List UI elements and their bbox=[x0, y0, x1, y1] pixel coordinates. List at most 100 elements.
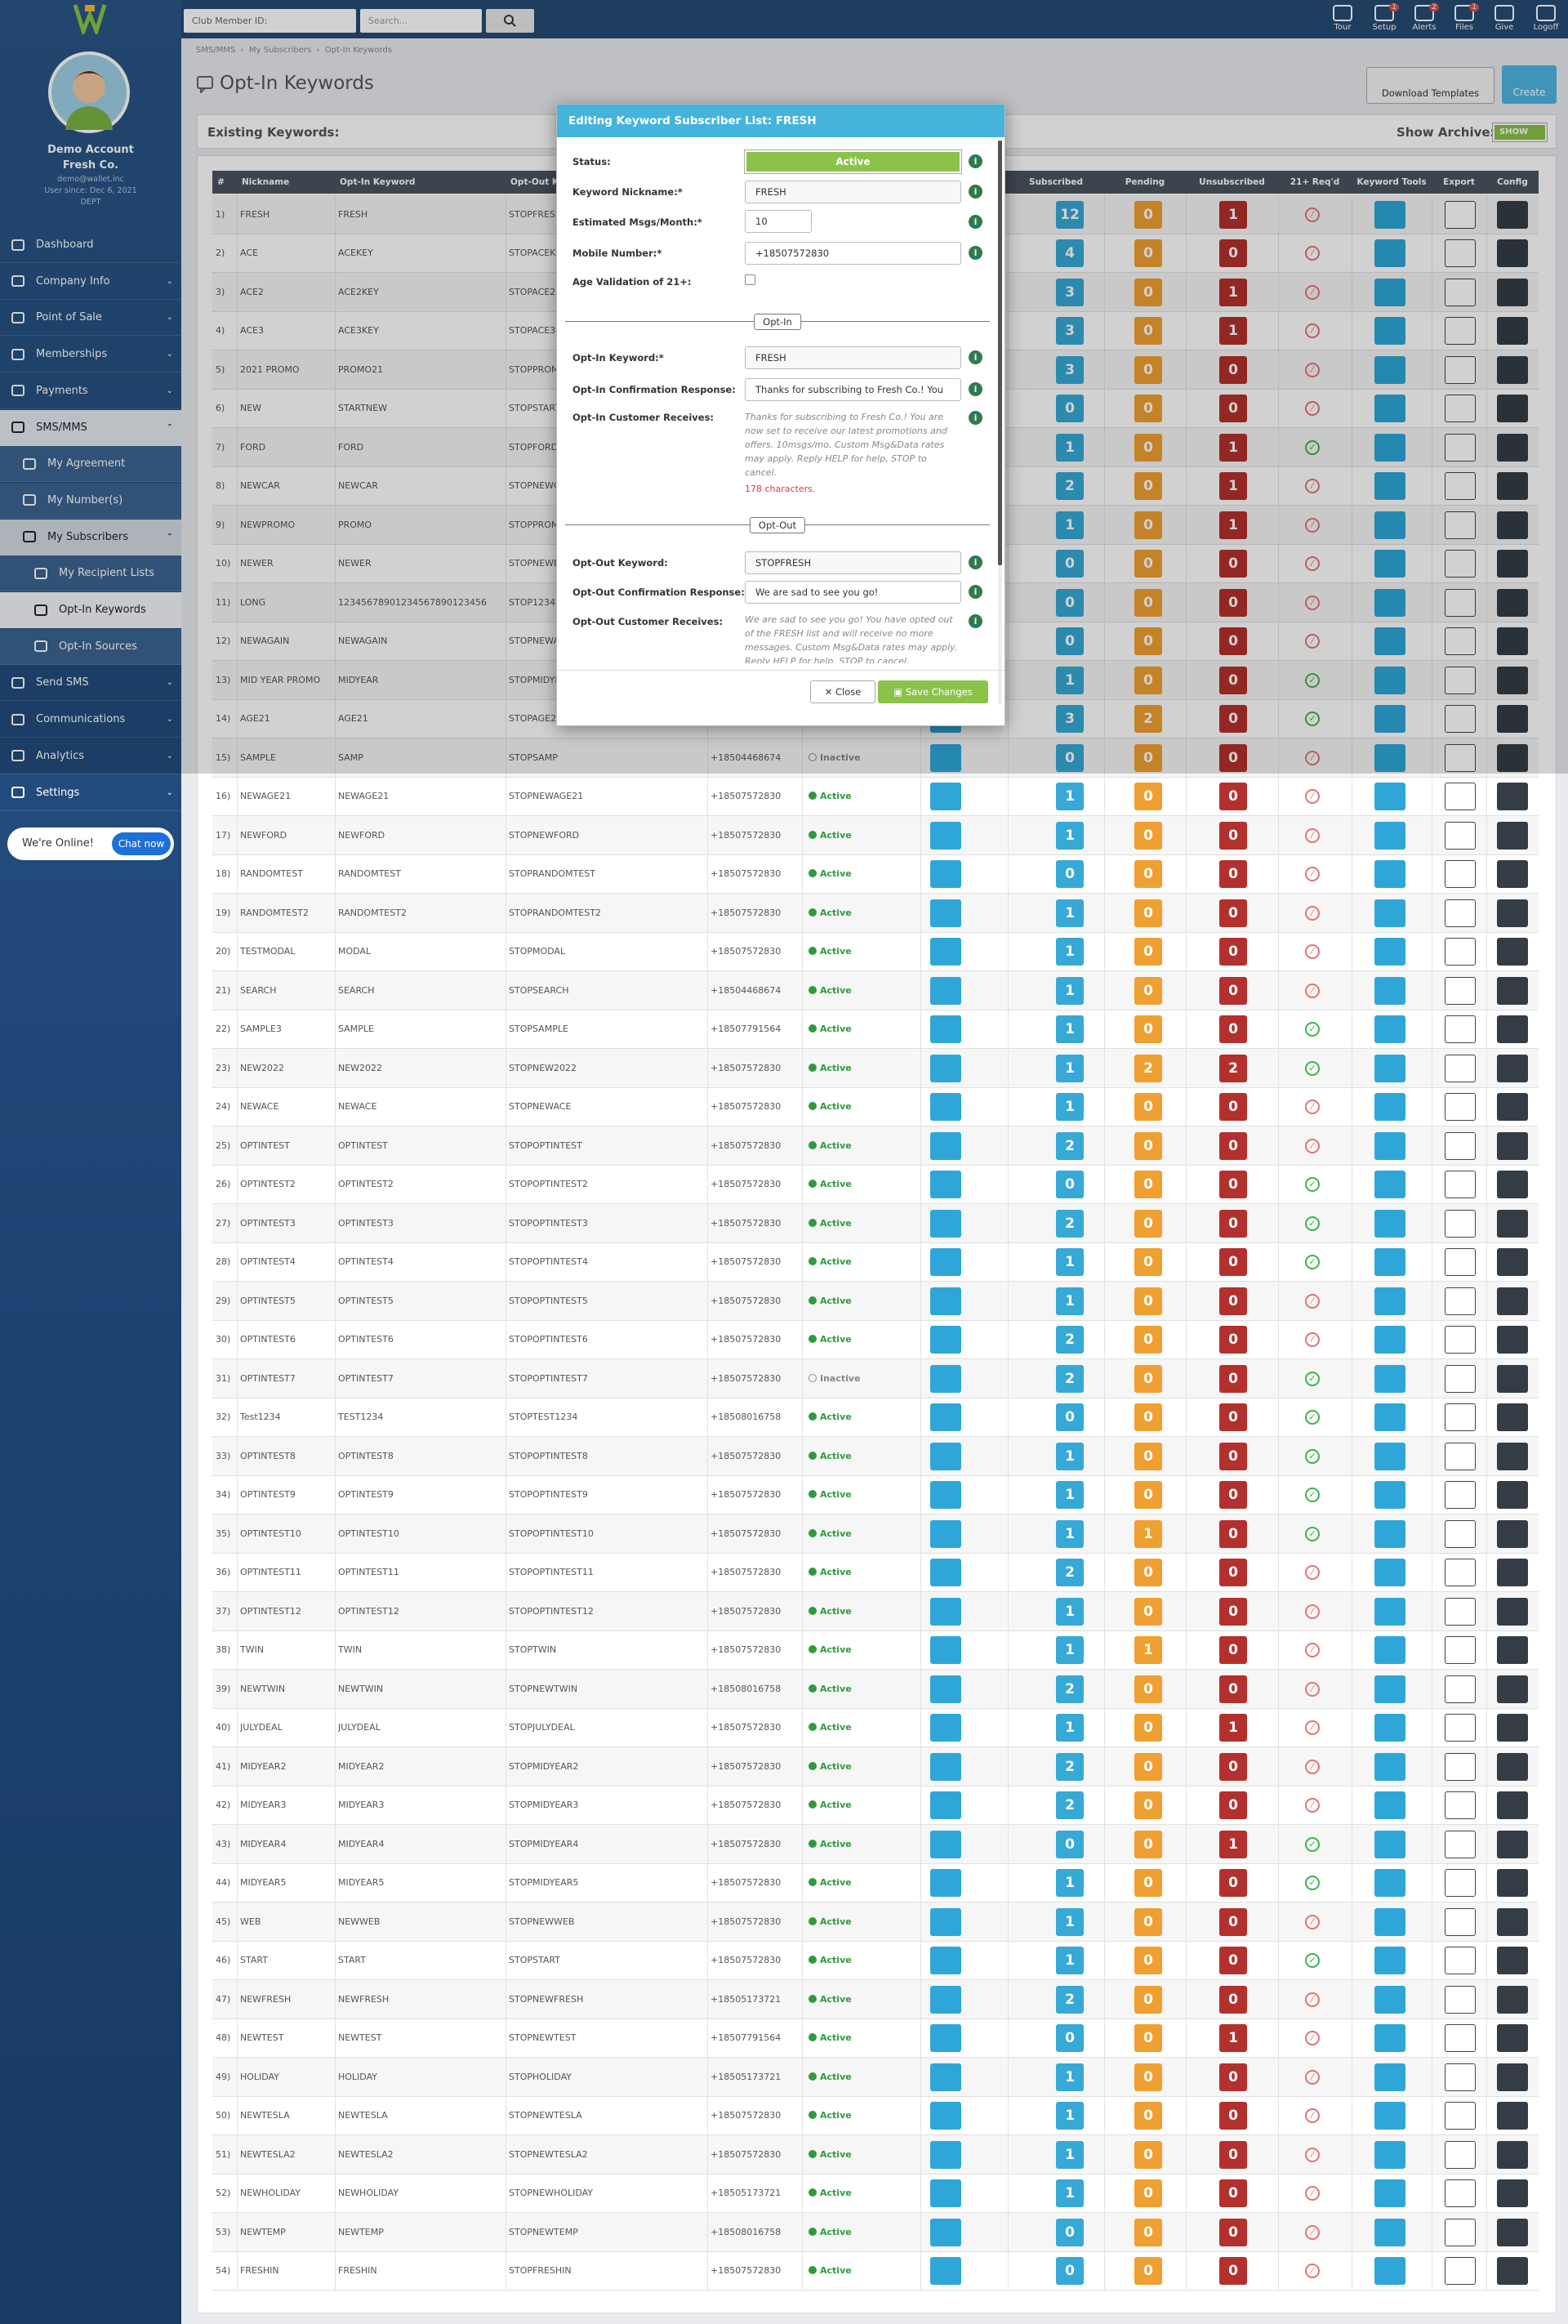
subscribed-count[interactable]: 3 bbox=[1056, 355, 1084, 384]
subscribed-count[interactable]: 1 bbox=[1056, 2140, 1084, 2169]
nav-item[interactable]: My Subscribers ⌃ bbox=[0, 519, 181, 555]
pending-count[interactable]: 0 bbox=[1134, 1481, 1162, 1510]
info-icon[interactable]: i bbox=[969, 411, 982, 425]
config-button[interactable] bbox=[1497, 395, 1528, 423]
unsubscribed-count[interactable]: 0 bbox=[1219, 1287, 1247, 1315]
export-button[interactable] bbox=[1445, 317, 1476, 346]
pending-count[interactable]: 0 bbox=[1134, 1947, 1162, 1975]
toolbar-button[interactable]: Files 1 bbox=[1446, 3, 1482, 32]
subscribed-count[interactable]: 1 bbox=[1056, 1869, 1084, 1898]
config-button[interactable] bbox=[1497, 588, 1528, 617]
pending-count[interactable]: 0 bbox=[1134, 1752, 1162, 1781]
info-icon[interactable]: i bbox=[969, 614, 982, 628]
info-icon[interactable]: i bbox=[969, 350, 982, 364]
nav-item[interactable]: My Number(s) bbox=[0, 482, 181, 519]
config-button[interactable] bbox=[1497, 938, 1528, 966]
pending-count[interactable]: 0 bbox=[1134, 355, 1162, 384]
nav-item[interactable]: Opt-In Keywords bbox=[0, 592, 181, 628]
config-button[interactable] bbox=[1497, 2140, 1528, 2169]
keyword-tools-button[interactable] bbox=[1374, 1131, 1405, 1160]
subscribers-button[interactable] bbox=[930, 821, 961, 850]
export-button[interactable] bbox=[1445, 1830, 1476, 1858]
config-button[interactable] bbox=[1497, 705, 1528, 734]
pending-count[interactable]: 0 bbox=[1134, 588, 1162, 617]
unsubscribed-count[interactable]: 1 bbox=[1219, 433, 1247, 462]
pending-count[interactable]: 0 bbox=[1134, 1985, 1162, 2014]
keyword-tools-button[interactable] bbox=[1374, 666, 1405, 694]
export-button[interactable] bbox=[1445, 1636, 1476, 1665]
unsubscribed-count[interactable]: 0 bbox=[1219, 550, 1247, 578]
unsubscribed-count[interactable]: 1 bbox=[1219, 511, 1247, 539]
config-button[interactable] bbox=[1497, 899, 1528, 927]
pending-count[interactable]: 0 bbox=[1134, 1326, 1162, 1354]
pending-count[interactable]: 0 bbox=[1134, 317, 1162, 346]
export-button[interactable] bbox=[1445, 743, 1476, 772]
unsubscribed-count[interactable]: 0 bbox=[1219, 2063, 1247, 2091]
unsubscribed-count[interactable]: 0 bbox=[1219, 705, 1247, 734]
unsubscribed-count[interactable]: 0 bbox=[1219, 1907, 1247, 1936]
keyword-tools-button[interactable] bbox=[1374, 821, 1405, 850]
keyword-tools-button[interactable] bbox=[1374, 1869, 1405, 1898]
nav-item[interactable]: My Recipient Lists bbox=[0, 555, 181, 592]
pending-count[interactable]: 0 bbox=[1134, 899, 1162, 927]
subscribers-button[interactable] bbox=[930, 976, 961, 1005]
subscribed-count[interactable]: 3 bbox=[1056, 278, 1084, 306]
export-button[interactable] bbox=[1445, 433, 1476, 462]
config-button[interactable] bbox=[1497, 627, 1528, 656]
pending-count[interactable]: 0 bbox=[1134, 938, 1162, 966]
pending-count[interactable]: 0 bbox=[1134, 1869, 1162, 1898]
subscribed-count[interactable]: 1 bbox=[1056, 783, 1084, 811]
pending-count[interactable]: 1 bbox=[1134, 1519, 1162, 1548]
keyword-tools-button[interactable] bbox=[1374, 1752, 1405, 1781]
pending-count[interactable]: 0 bbox=[1134, 511, 1162, 539]
export-button[interactable] bbox=[1445, 278, 1476, 306]
config-button[interactable] bbox=[1497, 1869, 1528, 1898]
export-button[interactable] bbox=[1445, 821, 1476, 850]
export-button[interactable] bbox=[1445, 200, 1476, 229]
subscribers-button[interactable] bbox=[930, 2140, 961, 2169]
keyword-tools-button[interactable] bbox=[1374, 511, 1405, 539]
pending-count[interactable]: 0 bbox=[1134, 200, 1162, 229]
keyword-tools-button[interactable] bbox=[1374, 472, 1405, 501]
pending-count[interactable]: 0 bbox=[1134, 1287, 1162, 1315]
status-toggle[interactable]: Active bbox=[744, 149, 962, 174]
subscribed-count[interactable]: 1 bbox=[1056, 1442, 1084, 1470]
unsubscribed-count[interactable]: 1 bbox=[1219, 1714, 1247, 1742]
subscribers-button[interactable] bbox=[930, 1869, 961, 1898]
unsubscribed-count[interactable]: 0 bbox=[1219, 2102, 1247, 2130]
keyword-tools-button[interactable] bbox=[1374, 588, 1405, 617]
export-button[interactable] bbox=[1445, 1752, 1476, 1781]
pending-count[interactable]: 0 bbox=[1134, 783, 1162, 811]
unsubscribed-count[interactable]: 0 bbox=[1219, 1791, 1247, 1820]
optin-keyword-input[interactable]: FRESH bbox=[745, 346, 961, 369]
info-icon[interactable]: i bbox=[969, 585, 982, 599]
config-button[interactable] bbox=[1497, 472, 1528, 501]
export-button[interactable] bbox=[1445, 1559, 1476, 1587]
toolbar-button[interactable]: Logoff bbox=[1528, 5, 1564, 32]
subscribed-count[interactable]: 1 bbox=[1056, 1519, 1084, 1548]
pending-count[interactable]: 0 bbox=[1134, 2024, 1162, 2053]
pending-count[interactable]: 0 bbox=[1134, 239, 1162, 268]
keyword-tools-button[interactable] bbox=[1374, 1791, 1405, 1820]
keyword-tools-button[interactable] bbox=[1374, 395, 1405, 423]
pending-count[interactable]: 0 bbox=[1134, 1015, 1162, 1044]
export-button[interactable] bbox=[1445, 1248, 1476, 1277]
subscribed-count[interactable]: 3 bbox=[1056, 705, 1084, 734]
keyword-tools-button[interactable] bbox=[1374, 2257, 1405, 2286]
pending-count[interactable]: 0 bbox=[1134, 666, 1162, 694]
config-button[interactable] bbox=[1497, 1519, 1528, 1548]
subscribers-button[interactable] bbox=[930, 1985, 961, 2014]
subscribers-button[interactable] bbox=[930, 1675, 961, 1703]
config-button[interactable] bbox=[1497, 1131, 1528, 1160]
config-button[interactable] bbox=[1497, 1326, 1528, 1354]
pending-count[interactable]: 0 bbox=[1134, 976, 1162, 1005]
pending-count[interactable]: 1 bbox=[1134, 1636, 1162, 1665]
subscribers-button[interactable] bbox=[930, 1481, 961, 1510]
subscribed-count[interactable]: 2 bbox=[1056, 1985, 1084, 2014]
subscribers-button[interactable] bbox=[930, 1947, 961, 1975]
keyword-tools-button[interactable] bbox=[1374, 433, 1405, 462]
config-button[interactable] bbox=[1497, 278, 1528, 306]
export-button[interactable] bbox=[1445, 1947, 1476, 1975]
config-button[interactable] bbox=[1497, 1171, 1528, 1199]
export-button[interactable] bbox=[1445, 472, 1476, 501]
